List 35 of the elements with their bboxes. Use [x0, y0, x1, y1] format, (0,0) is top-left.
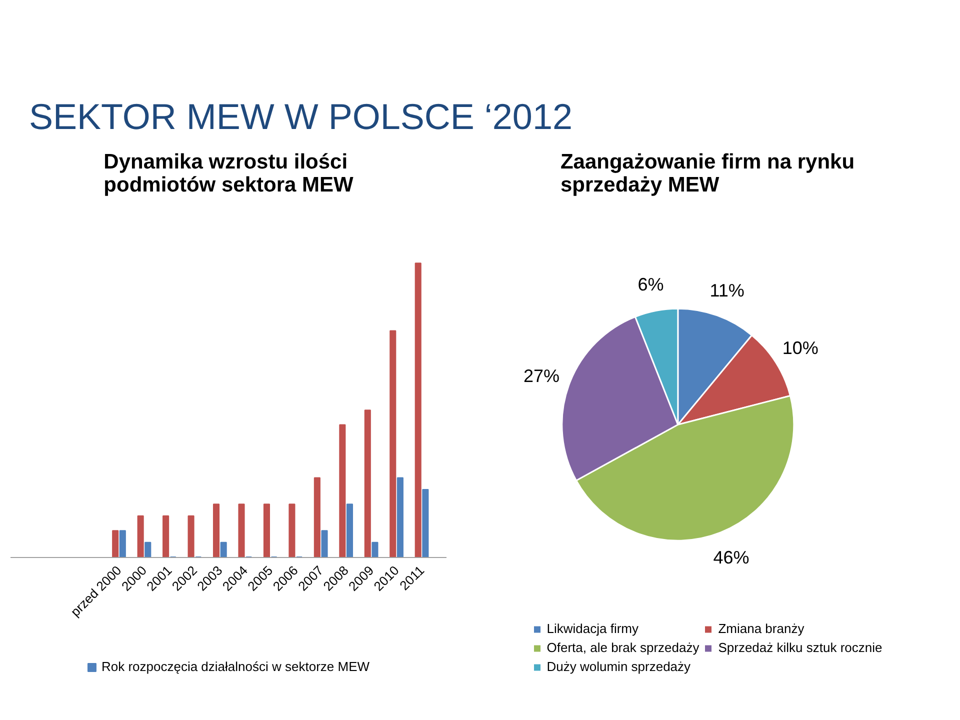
bar [346, 504, 354, 558]
bar [112, 530, 119, 558]
legend-label: Zmiana branży [718, 621, 804, 636]
chart-title: Zaangażowanie firm na rynku sprzedaży MEW [560, 150, 855, 196]
data-label: 46% [713, 547, 750, 568]
data-label: 10% [782, 338, 818, 358]
bar [188, 515, 194, 558]
data-label: 27% [523, 366, 560, 386]
bar [212, 504, 220, 558]
legend-label: Duży wolumin sprzedaży [546, 659, 691, 674]
bar [314, 477, 320, 558]
bar [137, 515, 144, 558]
legend-label: Sprzedaż kilku sztuk rocznie [718, 640, 882, 655]
data-label: 11% [710, 280, 744, 300]
bar [220, 542, 227, 558]
bar [263, 504, 270, 558]
bar [119, 530, 126, 558]
bar [422, 488, 429, 558]
bar [396, 477, 404, 558]
legend-label: Rok rozpoczęcia działalności w sektorze MEW [101, 659, 370, 674]
chart-title: Dynamika wzrostu ilości podmiotów sektora MEW [104, 150, 354, 196]
bar [372, 542, 378, 558]
bar [144, 542, 152, 558]
text: SEKTOR MEW W POLSCE ‘2012 [29, 96, 572, 137]
bar [364, 410, 371, 558]
bar [288, 504, 296, 558]
bar [162, 515, 170, 558]
bar [339, 424, 346, 558]
bar [238, 504, 245, 558]
legend-label: Oferta, ale brak sprzedaży [546, 640, 700, 655]
legend-label: Likwidacja firmy [546, 621, 639, 636]
bar [414, 262, 422, 558]
bar [390, 330, 396, 558]
data-label: 6% [638, 274, 664, 294]
bar [321, 530, 328, 558]
